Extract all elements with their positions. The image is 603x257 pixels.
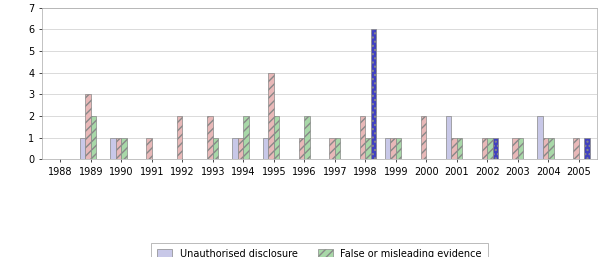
Bar xyxy=(329,138,335,159)
Bar xyxy=(584,138,590,159)
Bar xyxy=(365,138,371,159)
Bar xyxy=(335,138,340,159)
Bar xyxy=(232,138,238,159)
Bar xyxy=(121,138,127,159)
Legend: Unauthorised disclosure, Interference with witness, False or misleading evidence: Unauthorised disclosure, Interference wi… xyxy=(151,243,488,257)
Bar xyxy=(299,138,305,159)
Bar xyxy=(116,138,121,159)
Bar xyxy=(360,116,365,159)
Bar xyxy=(446,116,451,159)
Bar xyxy=(91,116,96,159)
Bar xyxy=(396,138,401,159)
Bar xyxy=(207,116,213,159)
Bar xyxy=(548,138,554,159)
Bar xyxy=(451,138,456,159)
Bar xyxy=(518,138,523,159)
Bar xyxy=(305,116,310,159)
Bar xyxy=(213,138,218,159)
Bar xyxy=(456,138,463,159)
Bar xyxy=(238,138,244,159)
Bar xyxy=(385,138,390,159)
Bar xyxy=(390,138,396,159)
Bar xyxy=(371,29,376,159)
Bar xyxy=(177,116,183,159)
Bar xyxy=(147,138,152,159)
Bar xyxy=(263,138,268,159)
Bar xyxy=(512,138,518,159)
Bar xyxy=(244,116,249,159)
Bar xyxy=(268,73,274,159)
Bar xyxy=(274,116,279,159)
Bar xyxy=(537,116,543,159)
Bar xyxy=(482,138,487,159)
Bar xyxy=(86,94,91,159)
Bar xyxy=(493,138,498,159)
Bar xyxy=(487,138,493,159)
Bar xyxy=(80,138,86,159)
Bar xyxy=(543,138,548,159)
Bar xyxy=(110,138,116,159)
Bar xyxy=(421,116,426,159)
Bar xyxy=(573,138,579,159)
